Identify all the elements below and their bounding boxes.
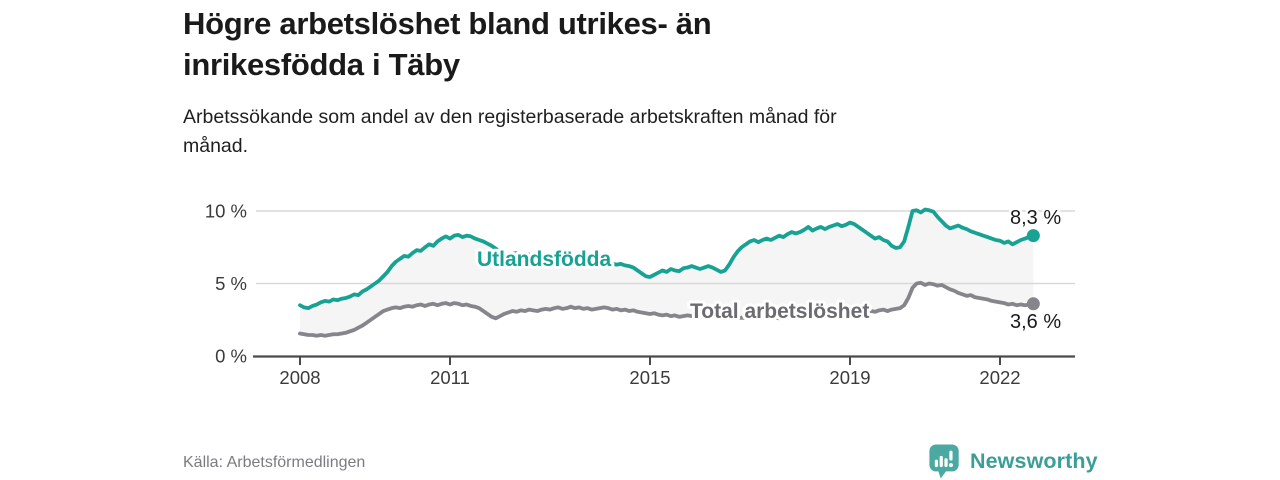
page-title-line-2: inrikesfödda i Täby <box>183 46 460 82</box>
x-axis-tick-label: 2019 <box>829 367 870 388</box>
page-subtitle-line-1: Arbetssökande som andel av den registerb… <box>183 106 837 128</box>
page-title-line-1: Högre arbetslöshet bland utrikes- än <box>183 6 712 41</box>
series-end-dot-total <box>1026 297 1040 311</box>
page-subtitle-line-2: månad. <box>183 135 249 158</box>
series-end-value-label: 3,6 % <box>1010 311 1061 333</box>
series-line-total <box>298 280 1036 338</box>
page-subtitle: Arbetssökande som andel av den registerb… <box>183 103 943 162</box>
x-axis-tick-label: 2022 <box>979 367 1020 388</box>
series-label: Total arbetslöshet <box>690 300 869 323</box>
x-axis-tick-label: 2015 <box>629 367 670 388</box>
y-axis-tick-label: 5 % <box>215 273 247 294</box>
source-note: Källa: Arbetsförmedlingen <box>183 454 366 471</box>
series-line-utlandsfodda <box>298 207 1036 311</box>
brand-name: Newsworthy <box>970 448 1098 473</box>
series-end-dot-utlandsfodda <box>1026 229 1040 243</box>
page-title: Högre arbetslöshet bland utrikes- än inri… <box>183 4 933 86</box>
x-axis-tick-label: 2008 <box>279 367 320 388</box>
brand-logo: Newsworthy <box>928 443 1098 479</box>
x-axis-tick-label: 2011 <box>430 367 470 388</box>
y-axis-tick-label: 0 % <box>215 346 247 367</box>
series-end-value-label: 8,3 % <box>1010 207 1061 229</box>
series-label: Utlandsfödda <box>477 248 611 271</box>
newsworthy-speech-bubble-chart-icon <box>929 444 959 478</box>
y-axis-tick-label: 10 % <box>205 201 247 222</box>
